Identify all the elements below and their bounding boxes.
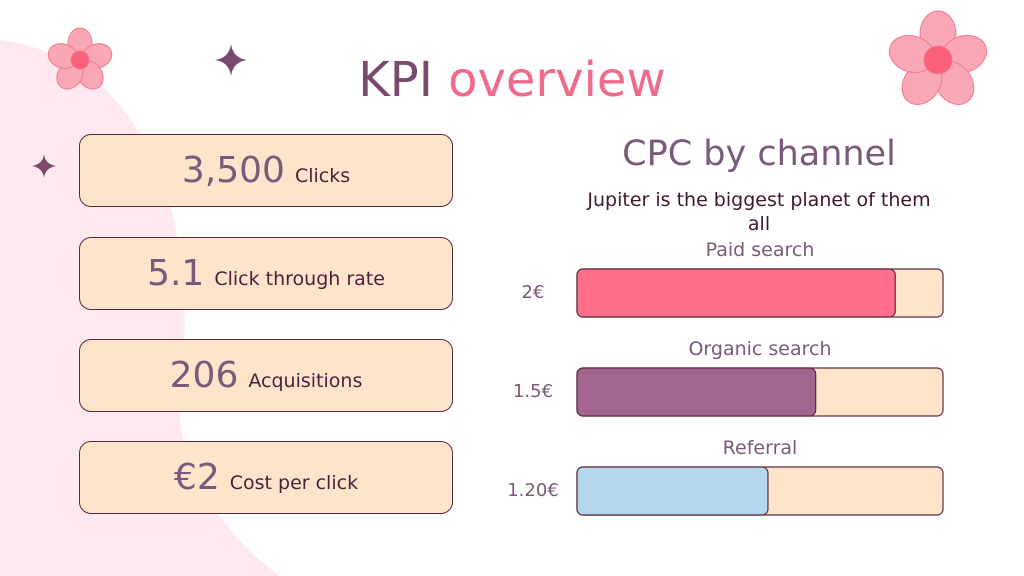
kpi-card: 3,500 Clicks	[79, 134, 453, 207]
kpi-label: Click through rate	[214, 267, 385, 290]
title-main: KPI	[358, 52, 433, 108]
value-label: 2€	[521, 282, 545, 303]
kpi-card: 5.1 Click through rate	[79, 237, 453, 310]
kpi-value: 3,500	[181, 150, 285, 191]
kpi-label: Acquisitions	[248, 369, 363, 392]
title: KPI overview	[0, 52, 1024, 108]
bar	[576, 268, 896, 318]
category-label: Organic search	[688, 338, 832, 360]
kpi-value: 206	[169, 355, 239, 396]
chart-subtitle: Jupiter is the biggest planet of them al…	[587, 189, 931, 235]
title-accent: overview	[448, 52, 666, 108]
sparkle	[215, 44, 247, 76]
chart-title: CPC by channel	[622, 134, 896, 174]
kpi-label: Clicks	[294, 164, 351, 187]
category-label: Paid search	[705, 239, 815, 261]
flower	[888, 10, 988, 105]
kpi-label: Cost per click	[229, 471, 359, 494]
category-label: Referral	[722, 437, 798, 459]
value-label: 1.20€	[507, 480, 559, 501]
bar	[576, 466, 769, 516]
kpi-card: 206 Acquisitions	[79, 339, 453, 412]
bar	[576, 367, 817, 417]
kpi-value: 5.1	[147, 253, 205, 294]
kpi-card: €2 Cost per click	[79, 441, 453, 514]
value-label: 1.5€	[512, 381, 554, 402]
flower	[47, 27, 113, 90]
kpi-value: €2	[173, 457, 220, 498]
sparkle	[32, 154, 56, 178]
